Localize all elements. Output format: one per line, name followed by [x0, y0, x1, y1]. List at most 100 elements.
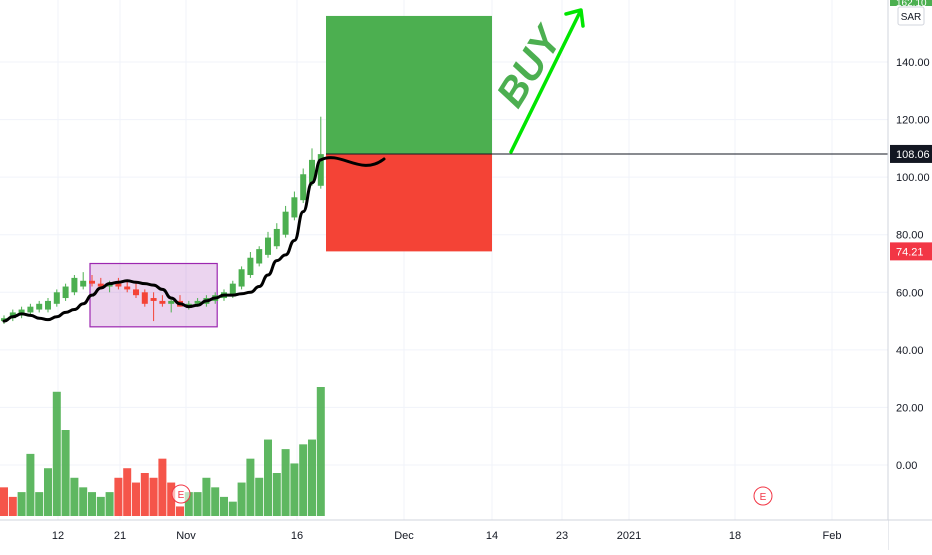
volume-bar — [237, 482, 246, 516]
candle-body — [238, 269, 245, 287]
volume-bar — [158, 458, 167, 516]
candle-body — [97, 283, 104, 287]
candle-body — [89, 280, 95, 284]
volume-bar — [308, 439, 316, 516]
buy-annotation: BUY — [488, 8, 585, 154]
volume-bar — [17, 492, 26, 516]
price-tick-label: 100.00 — [896, 172, 930, 184]
volume-bar — [264, 439, 272, 516]
grid — [0, 0, 888, 520]
time-axis-bg — [0, 520, 888, 550]
candle-body — [317, 154, 324, 186]
volume-bar — [246, 458, 255, 516]
position-tool — [326, 15, 888, 252]
candle-body — [282, 211, 289, 235]
volume-bar — [132, 482, 140, 516]
volume-bar — [61, 430, 70, 516]
time-tick-label: 16 — [291, 530, 303, 542]
volume-bar — [290, 463, 299, 516]
candle-body — [168, 300, 175, 304]
time-tick-label: Feb — [823, 530, 842, 542]
loss-zone[interactable] — [326, 153, 492, 252]
candle-body — [300, 174, 307, 201]
volume-bar — [26, 453, 35, 516]
time-tick-label: 21 — [114, 530, 126, 542]
volume-bar — [149, 477, 158, 516]
price-axis: 140.00 120.00 100.00 80.00 60.00 40.00 20.00 0.… — [887, 0, 932, 550]
volume-bar — [281, 449, 290, 516]
candle-body — [62, 286, 69, 299]
candle-body — [133, 289, 139, 296]
price-label: 108.06 — [896, 149, 930, 161]
candle-body — [229, 283, 236, 296]
price-tick-label: 0.00 — [896, 460, 917, 472]
candle-body — [194, 300, 201, 304]
time-tick-label: 23 — [556, 530, 568, 542]
price-tick-label: 20.00 — [896, 402, 924, 414]
candle-body — [141, 292, 148, 304]
price-tick-label: 120.00 — [896, 115, 930, 127]
candle-body — [124, 286, 131, 290]
candle-body — [309, 159, 315, 183]
volume-bar — [272, 473, 281, 516]
price-label-bg — [890, 242, 932, 261]
price-tick-label: 80.00 — [896, 230, 924, 242]
profit-zone[interactable] — [326, 15, 492, 154]
price-tick-label: 40.00 — [896, 345, 924, 357]
candle-body — [36, 303, 43, 310]
time-tick-label: 18 — [729, 530, 741, 542]
volume-bar — [79, 487, 88, 516]
candle-body — [71, 277, 78, 293]
candle-body — [150, 298, 157, 301]
time-tick-label: 14 — [486, 530, 498, 542]
volume-bar — [193, 492, 202, 516]
volume-bar — [167, 482, 176, 516]
volume-bar — [114, 477, 123, 516]
volume-bar — [8, 496, 17, 516]
volume-bar — [140, 473, 149, 516]
price-tick-label: 140.00 — [896, 57, 930, 69]
time-tick-label: Dec — [394, 530, 414, 542]
volume-bar — [44, 468, 52, 516]
candle-body — [291, 197, 298, 218]
candle-body — [159, 300, 166, 304]
earnings-marker[interactable] — [171, 484, 191, 504]
candle-body — [115, 283, 122, 287]
price-label-bg — [890, 144, 932, 163]
time-axis: 12 21 Nov 16 Dec 14 23 2021 18 Feb — [0, 519, 932, 550]
volume-bar — [202, 477, 211, 516]
candle-body — [45, 300, 51, 310]
currency-badge-label: SAR — [901, 12, 922, 23]
volume-bar — [88, 492, 96, 516]
price-tick-label: 60.00 — [896, 287, 924, 299]
candle-body — [256, 249, 263, 264]
volume-bar — [123, 468, 132, 516]
time-tick-label: Nov — [176, 530, 196, 542]
currency-badge[interactable] — [897, 6, 925, 26]
volume-bar — [105, 492, 114, 516]
buy-text: BUY — [488, 17, 572, 115]
volume-bar — [299, 444, 308, 516]
volume-bar — [255, 477, 264, 516]
price-label: 74.21 — [896, 246, 924, 258]
moving-average-line — [2, 156, 386, 323]
candle-body — [265, 237, 271, 255]
candle-body — [53, 292, 60, 304]
volume-bar — [70, 477, 79, 516]
volume-bar — [176, 506, 184, 516]
candle-body — [80, 280, 87, 287]
volume-bars — [0, 387, 325, 516]
candle-body — [273, 228, 280, 247]
top-price-label: 162.10 — [896, 0, 927, 9]
volume-bar — [184, 492, 193, 516]
candle-body — [27, 306, 34, 313]
earnings-marker[interactable] — [753, 486, 773, 506]
volume-bar — [220, 496, 228, 516]
earnings-marker-label: E — [178, 490, 185, 501]
volume-bar — [52, 391, 61, 516]
candle-body — [247, 257, 254, 276]
buy-arrow-head — [564, 8, 585, 28]
